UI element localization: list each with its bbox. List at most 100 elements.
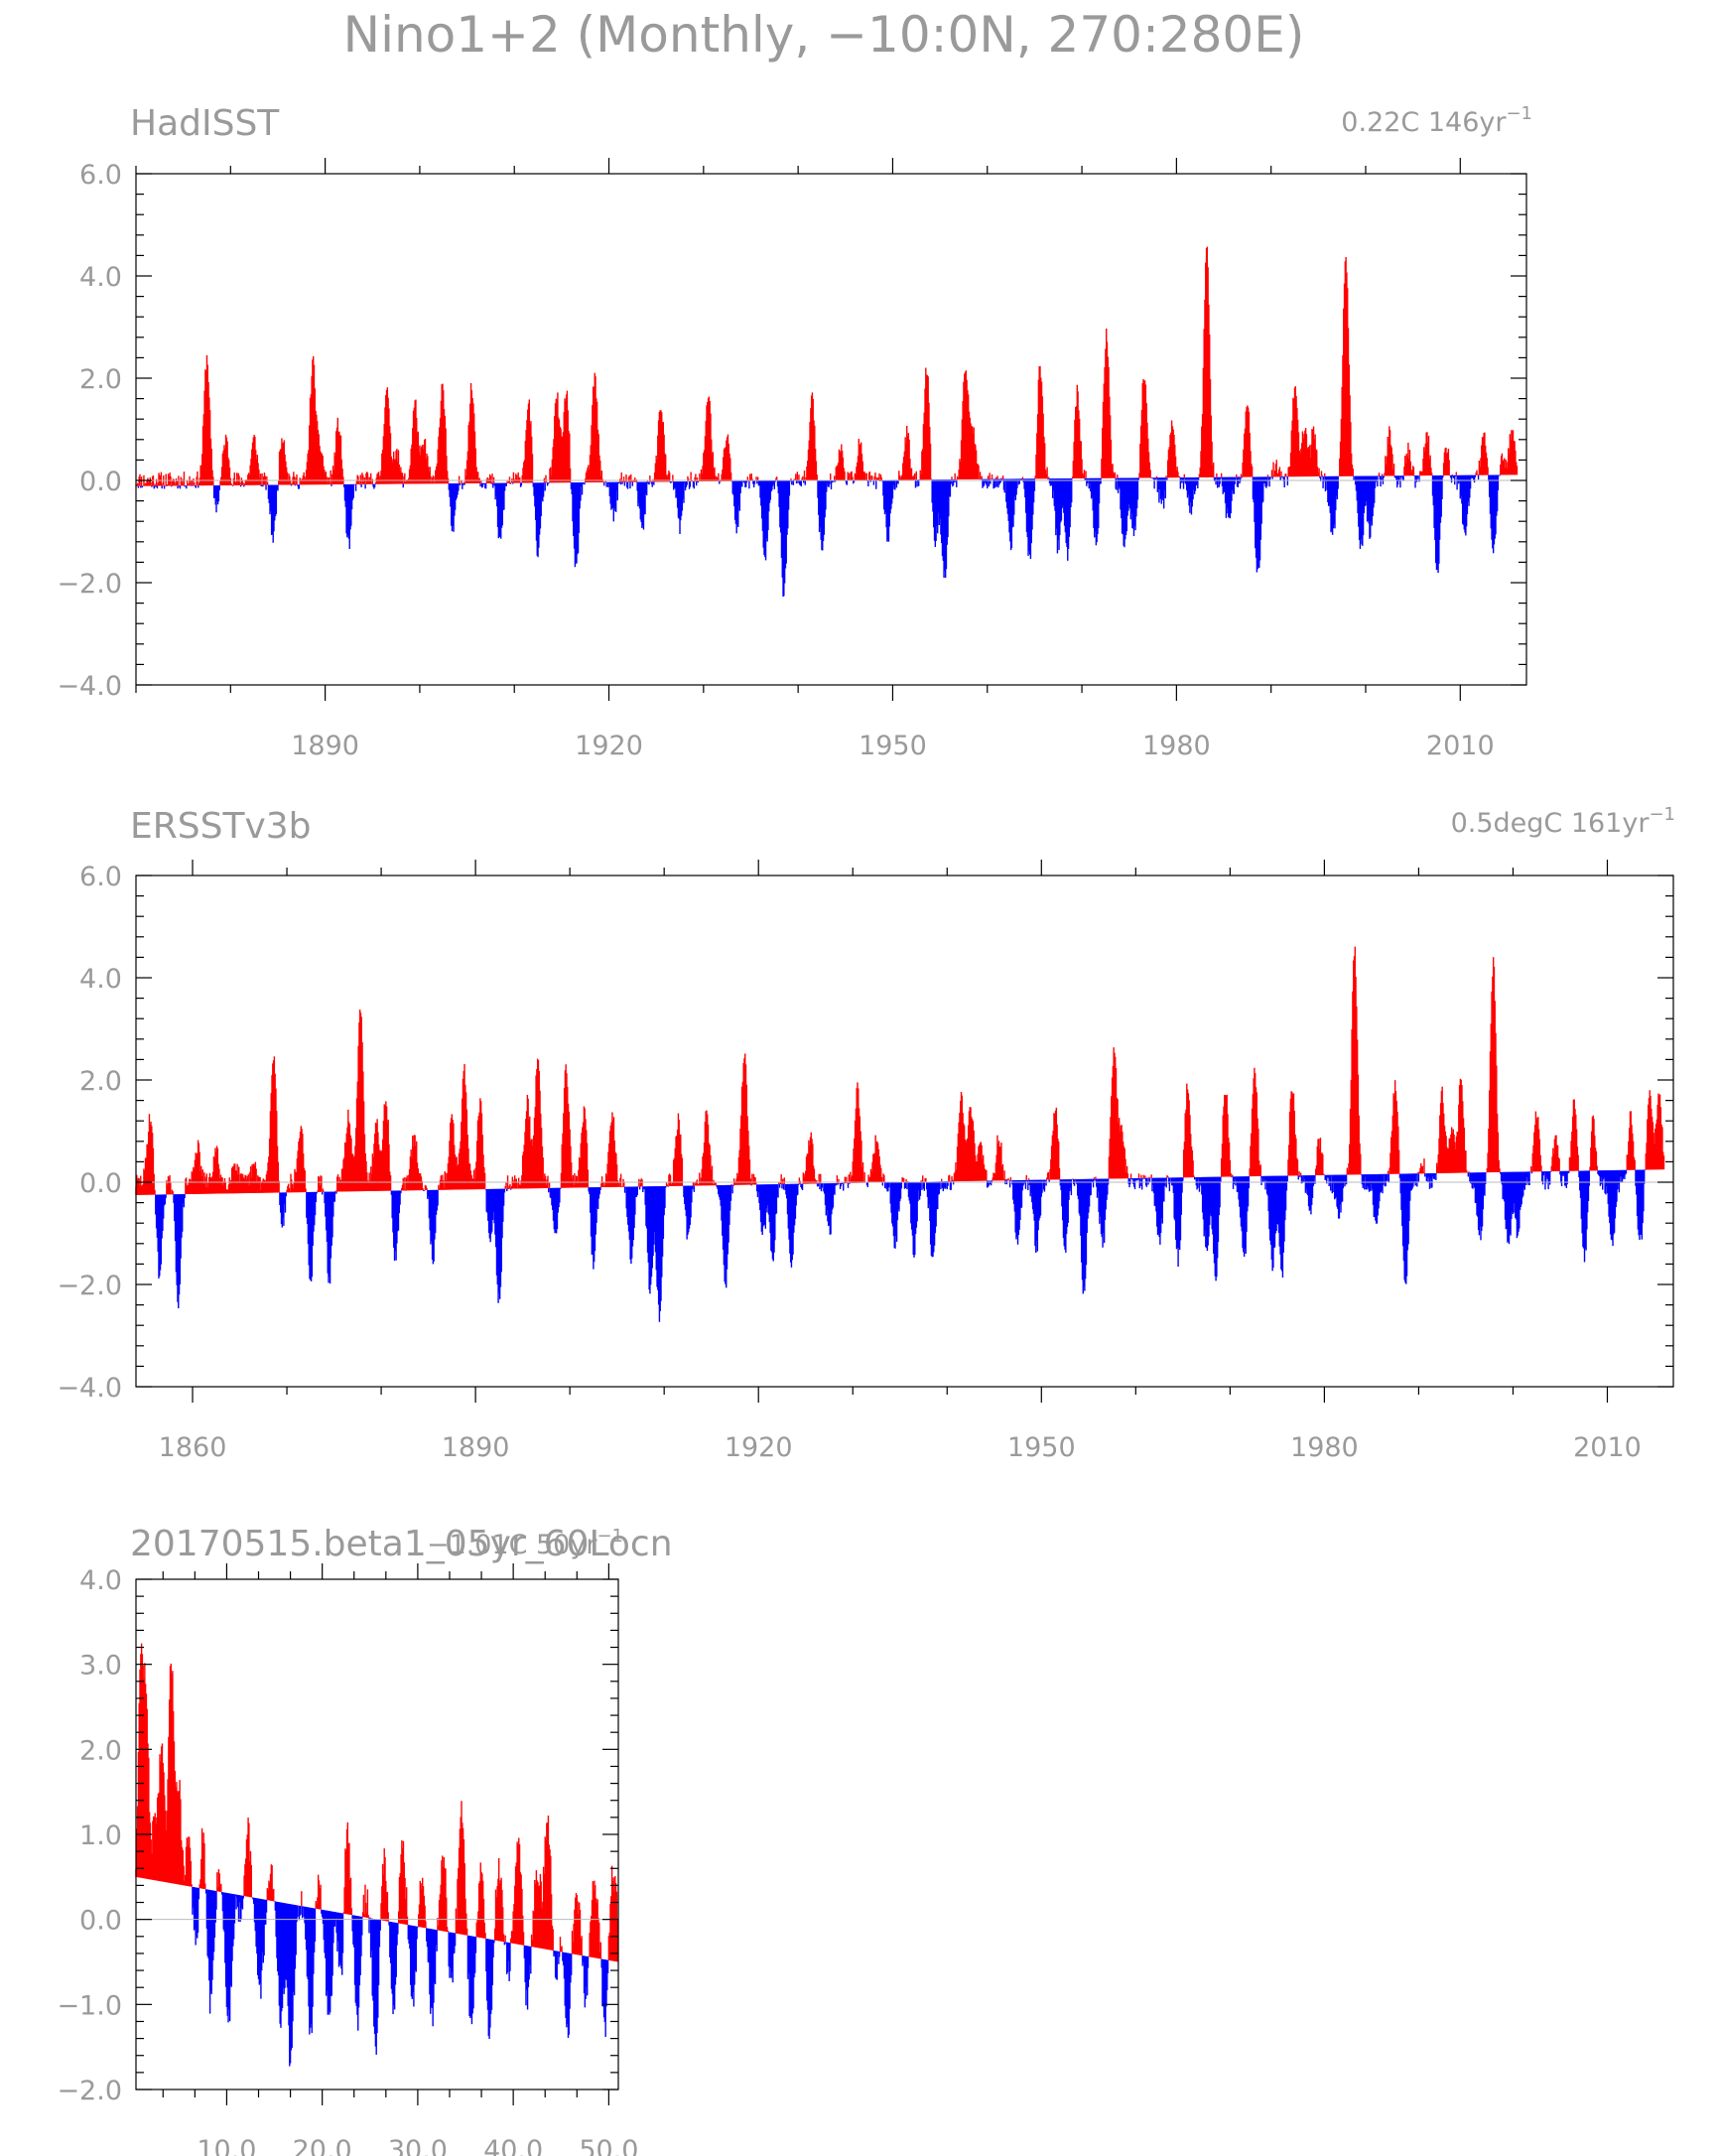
anomaly-bar [911,475,914,480]
anomaly-bar [1178,476,1180,478]
anomaly-bar [610,1865,613,1961]
anomaly-bar [919,1181,922,1196]
anomaly-bar [906,1181,908,1190]
anomaly-bar [1035,1179,1037,1254]
anomaly-bar [142,485,144,486]
anomaly-bar [473,413,475,483]
anomaly-bar [699,1172,701,1186]
anomaly-bar [299,477,301,485]
anomaly-bar [1415,1173,1417,1175]
anomaly-bar [294,1168,296,1193]
anomaly-bar [580,482,582,501]
anomaly-bar [380,1149,382,1191]
anomaly-bar [144,482,147,486]
anomaly-bar [351,483,354,500]
anomaly-bar [425,1185,427,1190]
anomaly-bar [422,1188,424,1191]
anomaly-bar [1556,1145,1558,1171]
anomaly-bar [211,470,213,486]
anomaly-bar [552,1187,555,1221]
anomaly-bar [1471,474,1473,478]
anomaly-bar [960,1100,962,1181]
anomaly-bar [733,1181,736,1185]
anomaly-bar [686,1185,688,1240]
anomaly-bar [1514,1171,1516,1213]
anomaly-bar [1462,1101,1464,1173]
anomaly-bar [767,480,769,531]
anomaly-bar [379,1151,381,1191]
anomaly-bar [344,483,346,507]
anomaly-bar [797,1183,799,1195]
anomaly-bar [314,1191,317,1216]
anomaly-bar [336,417,339,485]
anomaly-bar [283,1903,285,1994]
anomaly-bar [1211,441,1213,477]
anomaly-bar [619,481,622,485]
anomaly-bar [284,1192,287,1213]
anomaly-bar [898,474,901,480]
anomaly-bar [220,1892,223,1895]
anomaly-bar [1019,1179,1021,1221]
anomaly-bar [1328,475,1331,506]
anomaly-bar [974,443,976,479]
anomaly-bar [1137,1173,1140,1178]
anomaly-bar [409,465,412,484]
anomaly-bar [1068,478,1071,537]
anomaly-bar [451,483,454,532]
anomaly-bar [557,392,559,483]
anomaly-bar [366,472,368,484]
anomaly-bar [1423,1158,1425,1174]
anomaly-bar [339,435,341,484]
anomaly-bar [1386,456,1389,476]
anomaly-bar [241,1175,243,1194]
anomaly-bar [1579,1170,1582,1199]
anomaly-bar [725,447,727,481]
anomaly-bar [371,478,373,484]
anomaly-bar [268,484,270,503]
anomaly-bar [1212,1176,1214,1235]
anomaly-bar [539,1873,542,1949]
anomaly-bar [1427,436,1430,476]
anomaly-bar [1311,429,1313,477]
anomaly-bar [484,1933,486,1939]
anomaly-bar [255,1168,257,1193]
trend-exponent-model-run: −1 [596,1526,623,1547]
anomaly-bar [1113,1047,1115,1179]
anomaly-bar [648,1186,650,1290]
anomaly-bar [1090,477,1092,492]
anomaly-bar [560,1172,563,1188]
anomaly-bar [436,1930,438,1952]
anomaly-bar [846,479,849,485]
anomaly-bar [385,1892,388,1922]
anomaly-bar [542,1157,544,1189]
anomaly-bar [502,1907,504,1943]
anomaly-bar [578,482,581,533]
anomaly-bar [477,1883,480,1938]
anomaly-bar [664,1185,666,1209]
anomaly-bar [810,1132,812,1184]
anomaly-bar [784,1183,786,1191]
anomaly-bar [1492,474,1495,554]
anomaly-bar [338,431,340,484]
anomaly-bar [611,1112,613,1187]
anomaly-bar [345,1133,347,1192]
anomaly-bar [951,476,953,479]
anomaly-bar [457,1878,459,1934]
anomaly-bar [400,472,403,484]
anomaly-bar [309,425,311,485]
anomaly-bar [178,485,181,487]
anomaly-bar [848,476,850,480]
anomaly-bar [1477,1172,1480,1231]
anomaly-bar [324,470,326,485]
anomaly-bar [276,1111,278,1193]
anomaly-bar [1125,477,1127,535]
anomaly-bar [915,471,917,480]
anomaly-bar [1204,299,1206,477]
x-tick-label: 1860 [159,1432,227,1463]
anomaly-bar [136,482,139,486]
anomaly-bar [371,1153,374,1191]
anomaly-bar [169,1174,171,1195]
anomaly-bar [645,481,647,494]
anomaly-bar [729,1184,732,1201]
anomaly-bar [1456,474,1458,490]
